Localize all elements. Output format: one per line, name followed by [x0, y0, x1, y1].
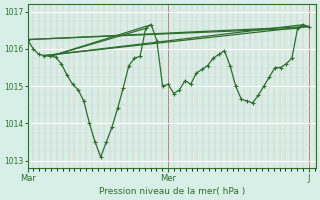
X-axis label: Pression niveau de la mer( hPa ): Pression niveau de la mer( hPa ) [99, 187, 245, 196]
